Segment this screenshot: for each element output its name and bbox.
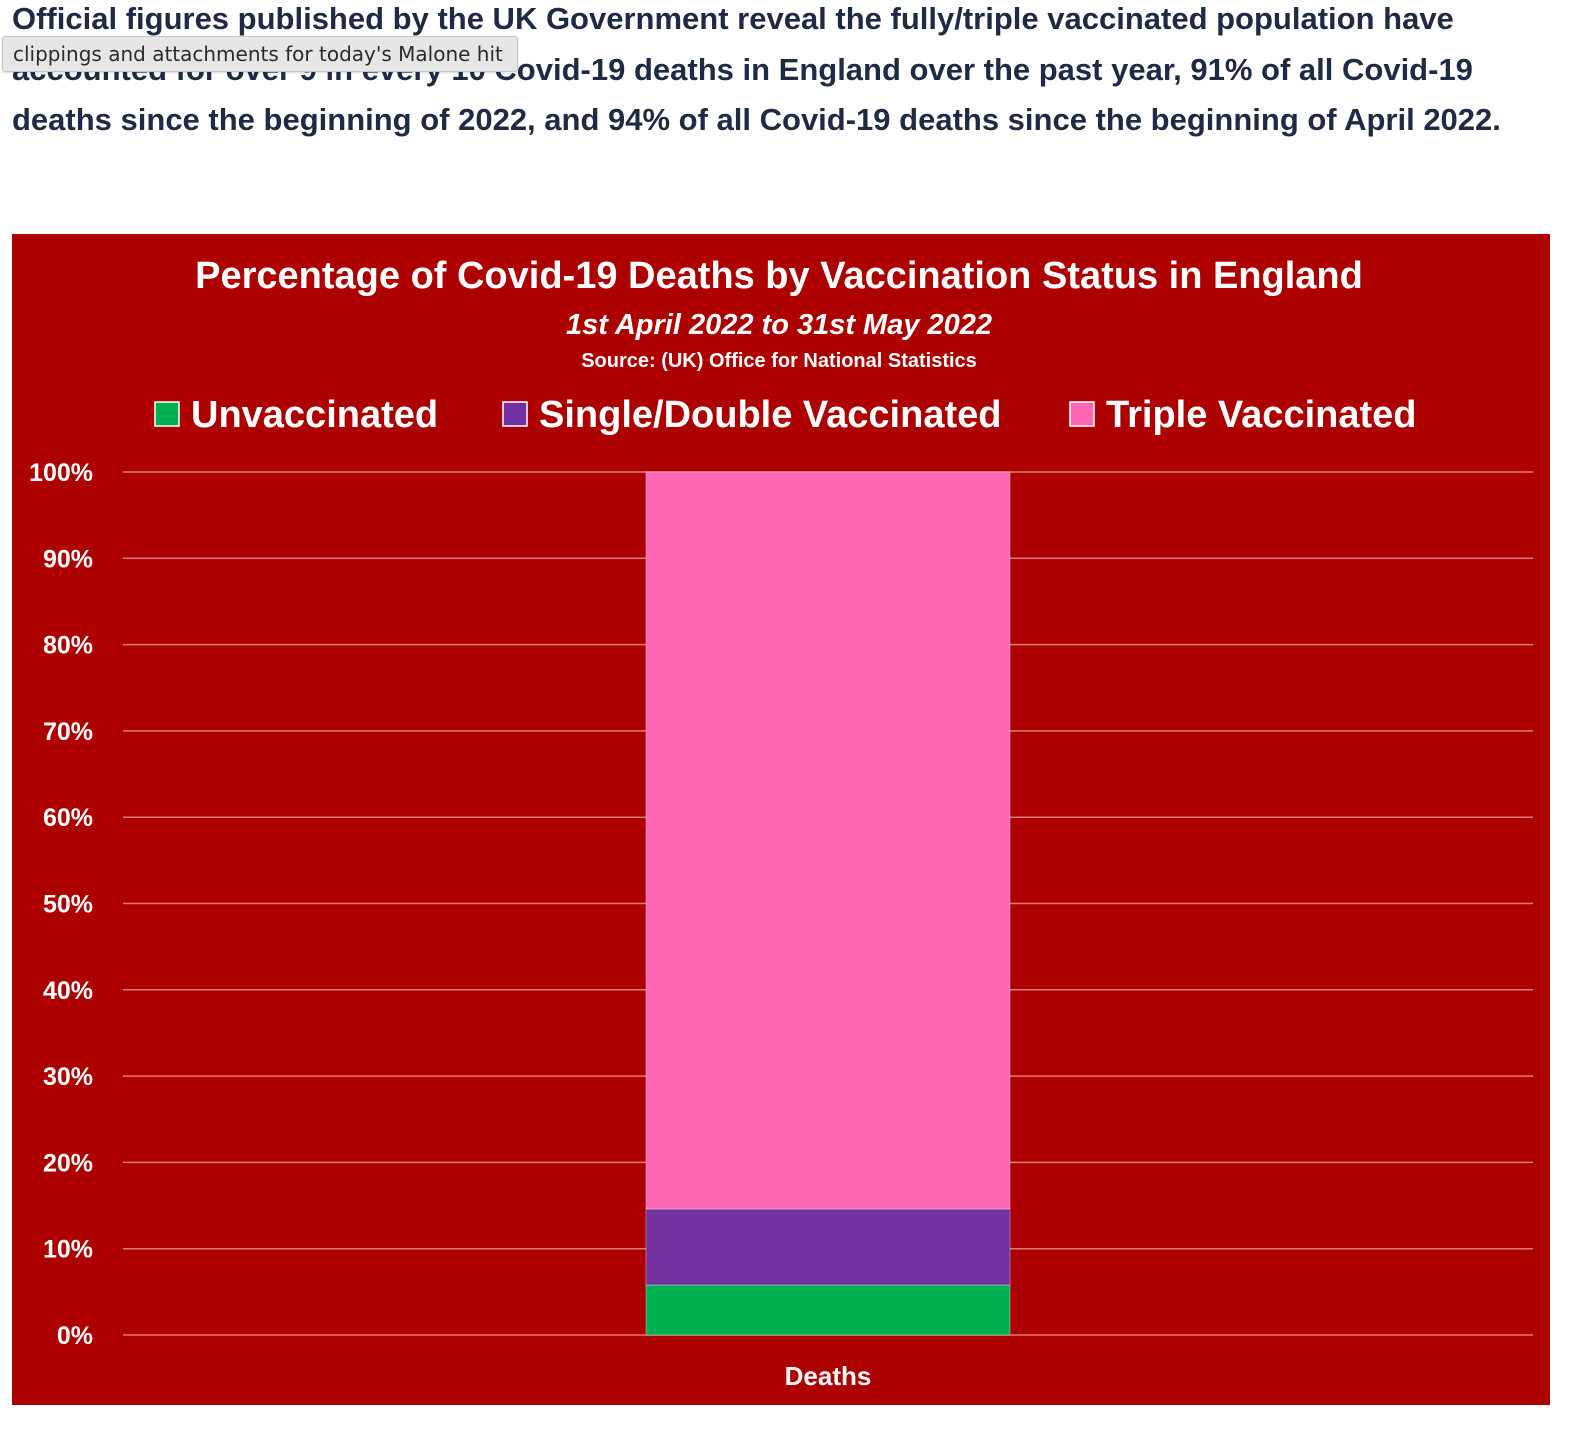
y-tick-label: 40% <box>43 977 93 1005</box>
y-tick-label: 100% <box>29 459 93 487</box>
legend-swatch <box>154 401 180 427</box>
chart-subtitle: 1st April 2022 to 31st May 2022 <box>566 309 992 341</box>
bar-segment-single-double-vaccinated <box>645 1208 1011 1286</box>
y-tick-label: 70% <box>43 718 93 746</box>
chart-title: Percentage of Covid-19 Deaths by Vaccina… <box>195 255 1363 297</box>
legend-swatch <box>502 401 528 427</box>
legend-label: Triple Vaccinated <box>1106 394 1416 436</box>
stacked-bar-chart: 0% 10% 20% 30% 40% 50% 60% 70% 80% 90% 100% Deaths… <box>12 234 1550 1405</box>
x-axis-ticks: Deaths <box>785 1361 872 1391</box>
y-tick-label: 90% <box>43 545 93 573</box>
chart-container: 0% 10% 20% 30% 40% 50% 60% 70% 80% 90% 100% Deaths… <box>12 234 1550 1405</box>
y-tick-label: 30% <box>43 1063 93 1091</box>
chart-source: Source: (UK) Office for National Statist… <box>581 350 977 372</box>
article-paragraph: Official figures published by the UK Gov… <box>12 1 1501 137</box>
y-tick-label: 10% <box>43 1236 93 1264</box>
bar-segment-triple-vaccinated <box>645 471 1011 1210</box>
x-tick-label: Deaths <box>785 1361 872 1391</box>
y-axis-ticks: 0% 10% 20% 30% 40% 50% 60% 70% 80% 90% 100% <box>29 459 93 1350</box>
bar-segment-unvaccinated <box>645 1284 1011 1336</box>
legend-label: Single/Double Vaccinated <box>539 394 1001 436</box>
legend-label: Unvaccinated <box>191 394 438 436</box>
y-tick-label: 80% <box>43 632 93 660</box>
bars <box>645 471 1011 1336</box>
legend: Unvaccinated Single/Double Vaccinated Trip… <box>154 394 1416 436</box>
legend-swatch <box>1069 401 1095 427</box>
y-tick-label: 20% <box>43 1149 93 1177</box>
y-tick-label: 60% <box>43 804 93 832</box>
y-tick-label: 50% <box>43 891 93 919</box>
y-tick-label: 0% <box>57 1322 93 1350</box>
tooltip: clippings and attachments for today's Ma… <box>2 36 518 72</box>
